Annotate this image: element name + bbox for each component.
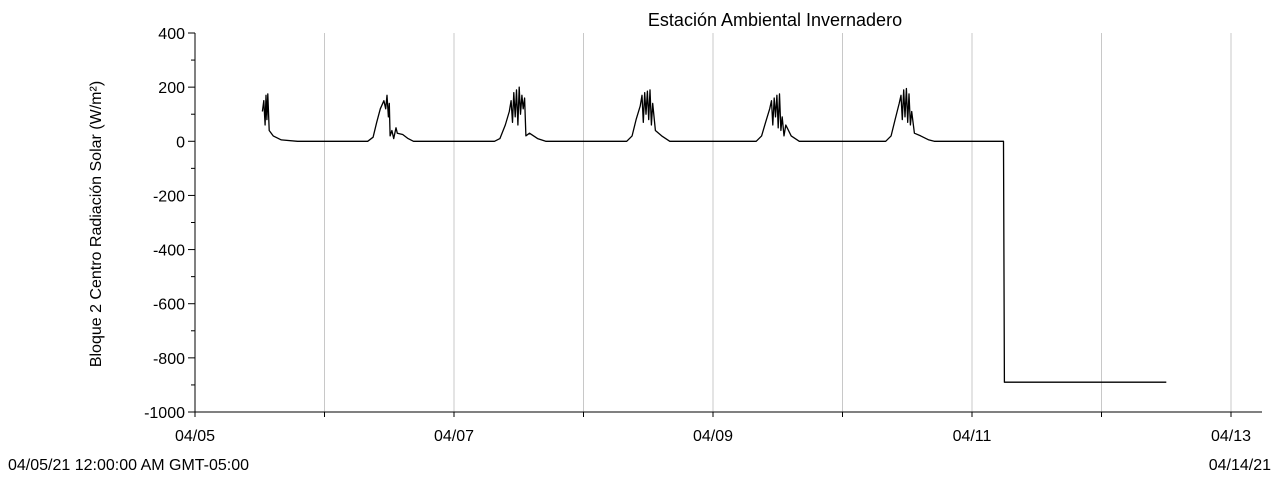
y-tick-label: 400 [158, 26, 185, 43]
end-date-caption: 04/14/21 [1208, 457, 1271, 474]
y-tick-label: 200 [158, 80, 185, 97]
x-tick-label: 04/13 [1211, 428, 1251, 445]
y-tick-label: -1000 [144, 405, 185, 422]
chart-title: Estación Ambiental Invernadero [648, 10, 902, 30]
vertical-grid [324, 33, 1232, 412]
series-line [261, 86, 1167, 383]
x-tick-label: 04/11 [953, 428, 992, 445]
x-tick-label: 04/09 [693, 428, 733, 445]
y-tick-label: -600 [153, 297, 185, 314]
y-axis-label: Bloque 2 Centro Radiación Solar (W/m²) [88, 81, 105, 367]
x-tick-label: 04/07 [434, 428, 474, 445]
x-tick-label: 04/05 [175, 428, 215, 445]
tick-labels: 400 200 0 -200 -400 -600 -800 -1000 04/05 04/07 04… [144, 26, 1251, 445]
y-tick-label: 0 [176, 134, 185, 151]
start-date-caption: 04/05/21 12:00:00 AM GMT-05:00 [8, 457, 250, 474]
axes [188, 32, 1262, 417]
y-tick-label: -200 [153, 188, 185, 205]
series-layer [261, 86, 1167, 383]
y-tick-label: -800 [153, 351, 185, 368]
y-tick-label: -400 [153, 243, 185, 260]
chart: 400 200 0 -200 -400 -600 -800 -1000 04/05 04/07 04… [88, 10, 1262, 445]
